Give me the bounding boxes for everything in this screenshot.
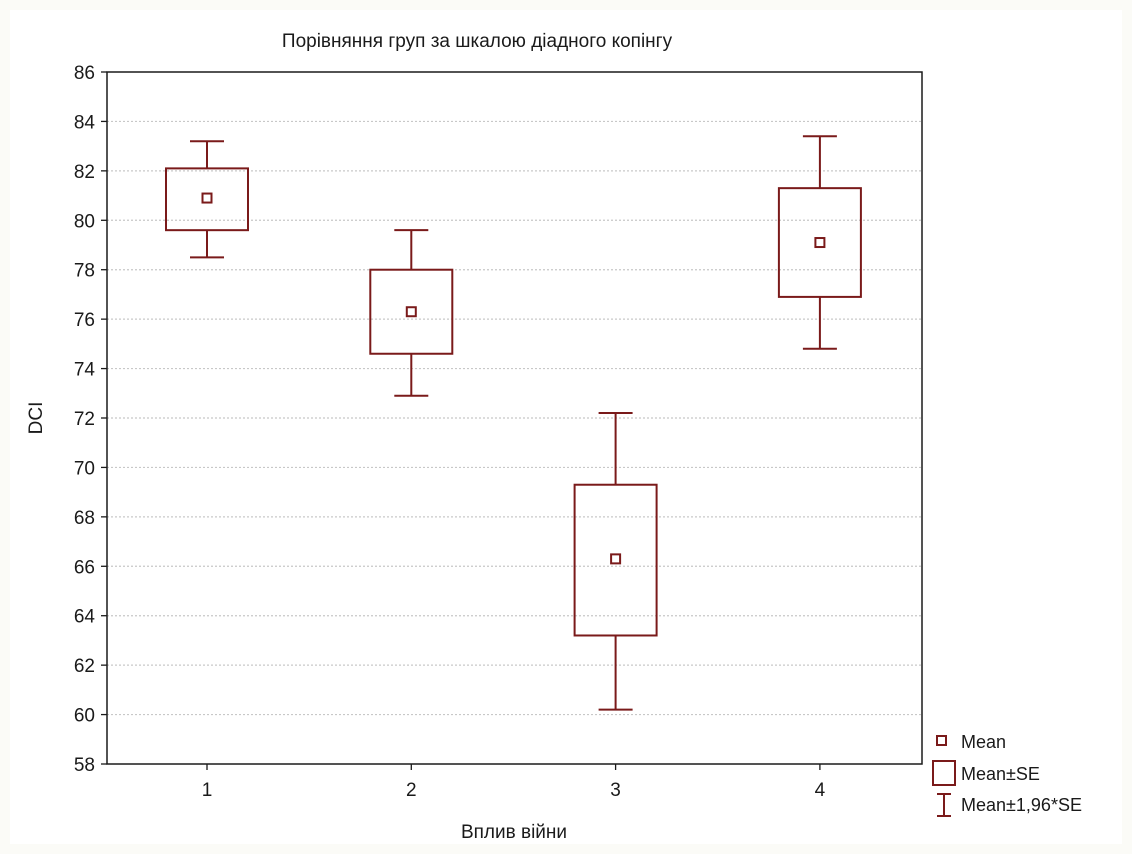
y-tick-label: 86 — [74, 63, 95, 84]
se-box — [777, 187, 862, 298]
y-tick-label: 80 — [74, 211, 95, 232]
chart-frame — [10, 10, 1122, 844]
legend-mean-se-label: Mean±SE — [961, 764, 1040, 784]
legend-item-mean: Mean — [936, 732, 1006, 752]
y-tick-label: 74 — [74, 360, 96, 381]
y-tick-label: 82 — [74, 162, 95, 183]
mean-marker — [201, 192, 213, 204]
legend-mean-marker — [936, 735, 947, 746]
y-tick-label: 72 — [74, 409, 95, 430]
chart-title: Порівняння груп за шкалою діадного копін… — [282, 31, 673, 52]
plot-marks — [165, 135, 862, 711]
se-box — [573, 483, 658, 637]
y-tick-label: 68 — [74, 508, 95, 529]
se-box — [165, 167, 249, 232]
legend: Mean Mean±SE Mean±1,96*SE — [932, 732, 1082, 817]
group-1-marks — [165, 140, 249, 259]
y-tick-label: 70 — [74, 458, 95, 479]
y-tick-label: 58 — [74, 755, 95, 776]
x-tick-label: 1 — [202, 780, 213, 801]
group-3-marks — [573, 412, 658, 711]
y-axis-label: DCI — [26, 402, 47, 435]
gridlines — [107, 120, 922, 716]
y-tick-label: 64 — [74, 607, 96, 628]
x-tick-label: 2 — [406, 780, 417, 801]
group-4-marks — [777, 135, 862, 350]
x-tick-label: 3 — [610, 780, 621, 801]
y-tick-label: 84 — [74, 112, 96, 133]
x-tick-label: 4 — [815, 780, 826, 801]
y-tick-label: 66 — [74, 557, 95, 578]
x-axis-label: Вплив війни — [461, 822, 567, 843]
y-tick-label: 76 — [74, 310, 95, 331]
legend-item-mean-se: Mean±SE — [932, 760, 1040, 786]
y-tick-label: 60 — [74, 706, 95, 727]
mean-marker — [610, 553, 622, 565]
group-2-marks — [369, 229, 454, 397]
se-box — [369, 268, 454, 355]
y-axis-ticks: 58 60 62 64 66 68 70 72 74 76 78 80 82 84 86 — [74, 63, 107, 776]
mean-marker — [405, 306, 417, 318]
y-tick-label: 62 — [74, 656, 95, 677]
legend-mean-label: Mean — [961, 732, 1006, 752]
mean-marker — [814, 237, 826, 249]
legend-item-mean-196se: Mean±1,96*SE — [937, 793, 1082, 817]
plot-area-border — [106, 71, 923, 765]
legend-mean-196se-label: Mean±1,96*SE — [961, 795, 1082, 815]
x-axis-ticks: 1 2 3 4 — [202, 764, 826, 801]
legend-mean-se-box — [932, 760, 956, 786]
y-tick-label: 78 — [74, 261, 95, 282]
